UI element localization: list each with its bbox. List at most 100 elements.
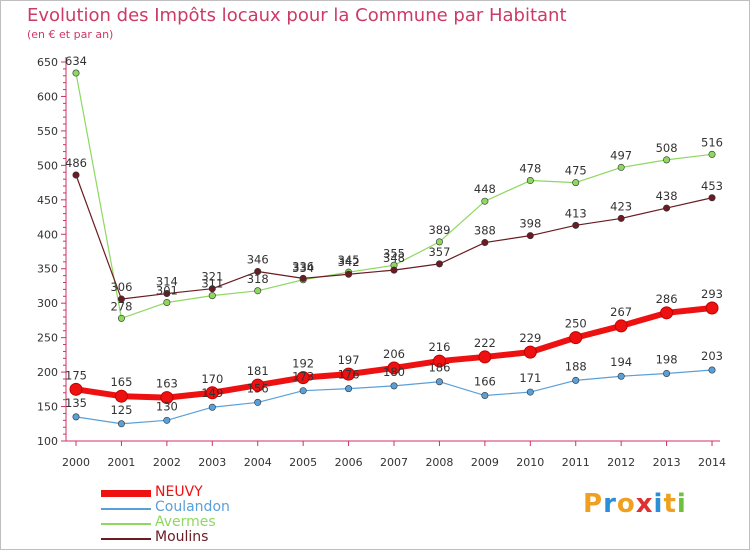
data-point-moulins: [481, 239, 489, 247]
data-point-moulins: [663, 204, 671, 212]
data-label: 267: [610, 305, 632, 319]
data-point-moulins: [345, 270, 353, 278]
x-tick-label: 2007: [380, 456, 408, 469]
x-tick-label: 2010: [516, 456, 544, 469]
data-point-coulandon: [254, 398, 262, 406]
data-label: 156: [247, 381, 269, 395]
x-tick-label: 2012: [607, 456, 635, 469]
data-point-moulins: [435, 260, 443, 268]
chart-title: Evolution des Impôts locaux pour la Comm…: [27, 5, 567, 26]
data-label: 516: [701, 135, 723, 149]
x-tick-label: 2003: [198, 456, 226, 469]
legend-label: NEUVY: [155, 484, 203, 500]
x-tick-label: 2008: [425, 456, 453, 469]
data-label: 413: [565, 206, 587, 220]
x-tick-label: 2006: [335, 456, 363, 469]
legend-item-neuvy: NEUVY: [101, 484, 301, 501]
data-label: 165: [110, 375, 132, 389]
logo-letter: t: [663, 489, 677, 519]
data-point-neuvy: [705, 301, 719, 315]
data-label: 229: [519, 331, 541, 345]
legend-label: Avermes: [155, 514, 216, 530]
data-point-moulins: [117, 295, 125, 303]
data-label: 203: [701, 349, 723, 363]
data-label: 180: [383, 365, 405, 379]
data-label: 311: [201, 277, 223, 291]
data-label: 448: [474, 182, 496, 196]
y-tick-label: 200: [37, 366, 58, 379]
data-label: 163: [156, 377, 178, 391]
data-label: 175: [65, 368, 87, 382]
data-label: 135: [65, 396, 87, 410]
data-point-coulandon: [163, 416, 171, 424]
data-point-avermes: [254, 287, 262, 295]
data-label: 166: [474, 375, 496, 389]
data-point-avermes: [208, 292, 216, 300]
data-point-neuvy: [660, 306, 674, 320]
data-label: 301: [156, 283, 178, 297]
data-label: 388: [474, 224, 496, 238]
logo-letter: r: [603, 489, 617, 519]
y-tick-label: 150: [37, 401, 58, 414]
logo-letter: P: [583, 489, 604, 519]
legend-swatch: [101, 508, 151, 510]
data-label: 216: [428, 340, 450, 354]
data-label: 321: [201, 270, 223, 284]
data-point-moulins: [163, 290, 171, 298]
data-point-neuvy: [523, 345, 537, 359]
data-point-moulins: [617, 214, 625, 222]
data-point-moulins: [390, 266, 398, 274]
data-label: 475: [565, 164, 587, 178]
data-label: 181: [247, 364, 269, 378]
data-label: 318: [247, 272, 269, 286]
data-point-neuvy: [69, 382, 83, 396]
data-label: 336: [292, 259, 314, 273]
data-point-avermes: [708, 150, 716, 158]
data-label: 186: [428, 361, 450, 375]
data-point-neuvy: [342, 367, 356, 381]
data-label: 188: [565, 359, 587, 373]
data-label: 438: [656, 189, 678, 203]
data-point-neuvy: [114, 389, 128, 403]
data-label: 497: [610, 148, 632, 162]
data-point-moulins: [526, 232, 534, 240]
data-label: 130: [156, 399, 178, 413]
data-label: 423: [610, 199, 632, 213]
legend-swatch: [101, 523, 151, 525]
data-point-neuvy: [387, 361, 401, 375]
legend-item-avermes: Avermes: [101, 514, 301, 531]
data-label: 125: [110, 403, 132, 417]
data-label: 198: [656, 352, 678, 366]
data-point-coulandon: [208, 403, 216, 411]
data-label: 222: [474, 336, 496, 350]
data-label: 314: [156, 275, 178, 289]
data-point-moulins: [299, 274, 307, 282]
y-tick-label: 250: [37, 332, 58, 345]
logo-letter: i: [676, 489, 687, 519]
y-tick-label: 500: [37, 159, 58, 172]
data-point-coulandon: [299, 387, 307, 395]
x-tick-label: 2000: [62, 456, 90, 469]
data-label: 634: [65, 54, 87, 68]
data-label: 486: [65, 156, 87, 170]
x-tick-label: 2002: [153, 456, 181, 469]
y-tick-label: 450: [37, 194, 58, 207]
data-point-avermes: [617, 163, 625, 171]
data-label: 357: [428, 245, 450, 259]
data-label: 348: [383, 251, 405, 265]
data-label: 345: [338, 253, 360, 267]
data-point-coulandon: [526, 388, 534, 396]
data-point-neuvy: [569, 331, 583, 345]
data-label: 278: [110, 299, 132, 313]
y-tick-label: 350: [37, 263, 58, 276]
data-label: 197: [338, 353, 360, 367]
data-point-neuvy: [160, 391, 174, 405]
data-label: 293: [701, 287, 723, 301]
data-label: 306: [110, 280, 132, 294]
data-point-avermes: [572, 179, 580, 187]
x-tick-label: 2009: [471, 456, 499, 469]
data-label: 192: [292, 357, 314, 371]
legend-swatch: [101, 490, 151, 497]
data-point-moulins: [708, 194, 716, 202]
